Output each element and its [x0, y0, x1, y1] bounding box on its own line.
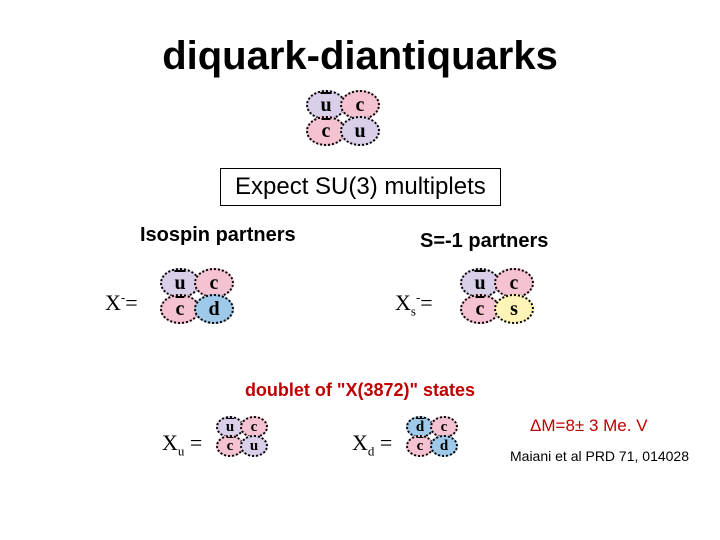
xminus-eq: = [125, 290, 137, 315]
xu-eq: = [184, 430, 202, 455]
citation: Maiani et al PRD 71, 014028 [510, 448, 689, 464]
delta-m: ΔM=8± 3 Me. V [530, 416, 648, 436]
xu-x: X [162, 430, 178, 455]
xd-label: Xd = [352, 430, 392, 455]
expect-box: Expect SU(3) multiplets [220, 168, 501, 206]
isospin-label: Isospin partners [140, 224, 296, 247]
page-title: diquark-diantiquarks [0, 34, 720, 79]
xsminus-tetraquark: u c c s [460, 268, 534, 324]
xsminus-label: Xs-= [395, 290, 433, 315]
xsminus-sub: s [411, 304, 416, 319]
xd-x: X [352, 430, 368, 455]
xminus-x: X [105, 290, 121, 315]
xsminus-x: X [395, 290, 411, 315]
xu-label: Xu = [162, 430, 202, 455]
quark-s: s [494, 294, 534, 324]
xsminus-eq: = [420, 290, 432, 315]
xminus-tetraquark: u c c d [160, 268, 234, 324]
quark-u: u [340, 116, 380, 146]
quark-d: d [430, 435, 458, 457]
top-tetraquark: u c c u [306, 90, 380, 146]
xd-tetraquark: d c c d [406, 416, 458, 457]
xu-tetraquark: u c c u [216, 416, 268, 457]
quark-u: u [240, 435, 268, 457]
xminus-label: X-= [105, 290, 138, 315]
doublet-label: doublet of "X(3872)" states [0, 380, 720, 401]
xd-eq: = [374, 430, 392, 455]
quark-d: d [194, 294, 234, 324]
strange-label: S=-1 partners [420, 230, 548, 253]
